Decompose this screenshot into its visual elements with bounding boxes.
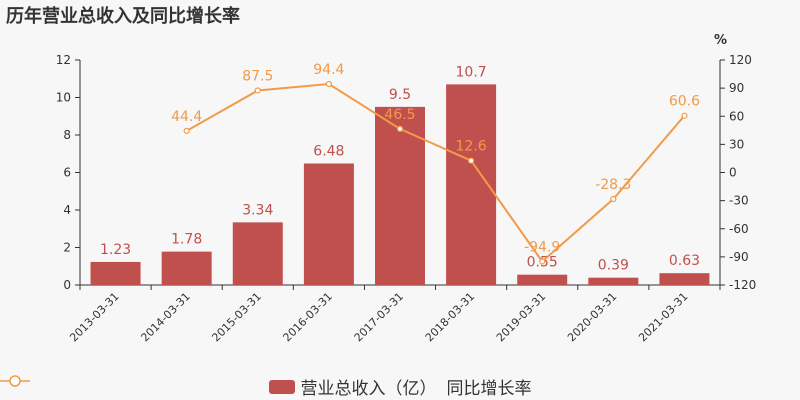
bar [303, 163, 354, 285]
y-right-tick-label: -60 [729, 222, 749, 236]
growth-point [396, 125, 404, 133]
bar-value-label: 9.5 [389, 87, 411, 103]
bar [588, 277, 639, 285]
x-tick-label: 2018-03-31 [423, 290, 477, 344]
growth-value-label: 12.6 [456, 139, 487, 155]
chart-title: 历年营业总收入及同比增长率 [6, 6, 240, 27]
y-left-tick-label: 2 [63, 241, 71, 255]
bar [659, 273, 710, 285]
y-right-tick-label: -120 [729, 278, 756, 292]
bar [232, 222, 283, 285]
growth-point [539, 258, 546, 265]
bar [90, 261, 141, 285]
legend-label-revenue: 营业总收入（亿） [300, 379, 437, 399]
y-right-tick-label: 120 [729, 53, 752, 67]
x-tick-label: 2020-03-31 [565, 290, 619, 344]
legend-line-swatch [0, 375, 30, 387]
growth-point [468, 157, 475, 164]
x-tick-label: 2017-03-31 [352, 290, 406, 344]
y-right-tick-label: 30 [729, 137, 744, 151]
y-right-tick-label: -90 [729, 250, 749, 264]
y-left-tick-label: 8 [63, 128, 71, 142]
y-right-tick-label: 60 [729, 109, 744, 123]
growth-value-label: 87.5 [242, 68, 273, 84]
y-axis-right-unit: % [714, 33, 727, 48]
growth-value-label: -94.9 [524, 239, 560, 255]
bar-value-label: 0.63 [669, 253, 700, 269]
bar-value-label: 6.48 [313, 144, 344, 160]
bar [161, 251, 212, 285]
bar-value-label: 1.78 [171, 232, 202, 248]
y-left-tick-label: 4 [63, 203, 71, 217]
legend-item-revenue[interactable]: 营业总收入（亿） [268, 374, 437, 399]
growth-point [254, 87, 261, 94]
growth-point [325, 80, 332, 88]
legend-item-growth[interactable]: 同比增长率 [0, 374, 532, 399]
bar [375, 106, 425, 285]
growth-point [183, 127, 190, 134]
y-left-tick-label: 10 [56, 91, 71, 105]
growth-value-label: 46.5 [384, 107, 415, 123]
bar-value-label: 3.34 [242, 202, 273, 218]
x-tick-label: 2015-03-31 [209, 290, 263, 344]
y-right-tick-label: 0 [729, 166, 737, 180]
y-left-tick-label: 0 [63, 278, 71, 292]
y-left-tick-label: 12 [56, 53, 71, 67]
x-tick-label: 2019-03-31 [494, 290, 548, 344]
y-left-tick-label: 6 [63, 166, 71, 180]
y-right-tick-label: 90 [729, 81, 744, 95]
growth-value-label: 94.4 [313, 62, 344, 78]
bar-value-label: 1.23 [100, 242, 131, 258]
growth-value-label: -28.3 [595, 177, 631, 193]
legend: 营业总收入（亿） 同比增长率 [0, 374, 800, 399]
x-tick-label: 2021-03-31 [636, 290, 690, 344]
growth-point [610, 195, 617, 203]
growth-value-label: 60.6 [669, 94, 700, 110]
bar [517, 274, 568, 285]
legend-bar-swatch [268, 379, 295, 394]
y-right-tick-label: -30 [729, 194, 749, 208]
x-tick-label: 2016-03-31 [281, 290, 335, 344]
x-tick-label: 2013-03-31 [67, 290, 121, 344]
legend-label-growth: 同比增长率 [446, 379, 532, 399]
growth-line [186, 82, 686, 263]
growth-point [681, 112, 688, 119]
x-tick-label: 2014-03-31 [138, 290, 192, 344]
growth-value-label: 44.4 [171, 109, 202, 125]
bar-value-label: 10.7 [456, 64, 487, 80]
bar-value-label: 0.39 [598, 258, 629, 274]
